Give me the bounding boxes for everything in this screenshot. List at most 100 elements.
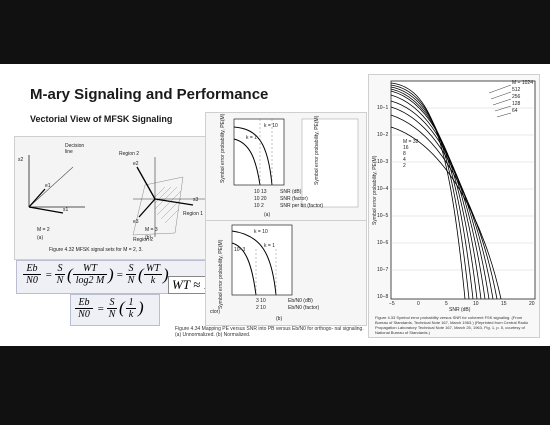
eq1-s-2: S bbox=[126, 263, 136, 275]
eq1-lhs-num: Eb bbox=[23, 263, 41, 275]
fsk-xtick-4: 15 bbox=[501, 301, 507, 307]
m3-region-outline bbox=[132, 176, 184, 236]
eq1-wt: WT bbox=[73, 263, 107, 275]
mid-top-row3-label: SNR per bit (factor) bbox=[280, 203, 324, 209]
formula-eb-n0-normalized: Eb N0 = S N ( 1 k ) bbox=[70, 294, 160, 326]
fsk-xtick-2: 5 bbox=[445, 301, 448, 307]
eq2-paren-close: ) bbox=[138, 298, 144, 317]
eq2-k: k bbox=[128, 309, 134, 320]
wt-approx-one: WT ≈ 1 bbox=[168, 276, 214, 294]
eq1-paren-close-2: ) bbox=[163, 265, 169, 284]
fsk-legend-lower-2: 8 bbox=[403, 151, 406, 157]
eq1-k: k bbox=[150, 275, 156, 286]
mid-top-row1-label: SNR (dB) bbox=[280, 189, 302, 195]
mid-top-row2-label: SNR (factor) bbox=[280, 196, 308, 202]
label-s3: s3 bbox=[193, 197, 199, 203]
top-plot-frame bbox=[233, 118, 285, 186]
eq2-paren-open: ( bbox=[119, 298, 125, 317]
top-curve-k10 bbox=[233, 126, 273, 186]
eq1-s: S bbox=[55, 263, 65, 275]
m2-vector-2 bbox=[28, 206, 64, 214]
fsk-legend-m-3: 128 bbox=[512, 101, 521, 107]
label-region1: Region 1 bbox=[183, 211, 204, 217]
bottom-curve-k10 bbox=[231, 230, 277, 296]
label-e1: e1 bbox=[45, 183, 51, 189]
label-s2: s2 bbox=[18, 157, 24, 163]
fsk-ytick-7: 10−8 bbox=[377, 294, 389, 300]
mid-bot-left-label: ctor) bbox=[210, 309, 220, 315]
fsk-xtick-3: 10 bbox=[473, 301, 479, 307]
label-m2: M = 2 bbox=[37, 227, 50, 233]
mid-bot-row2-label: Eb/N0 (factor) bbox=[288, 305, 320, 311]
fsk-ytick-5: 10−6 bbox=[377, 240, 389, 246]
fsk-curves bbox=[390, 82, 502, 300]
label-part-a: (a) bbox=[37, 235, 44, 241]
fsk-xtick-1: 0 bbox=[417, 301, 420, 307]
fsk-ytick-0: 10−1 bbox=[377, 105, 389, 111]
mid-bot-row1-label: Eb/N0 (dB) bbox=[288, 298, 313, 304]
eq2-equals: = bbox=[97, 303, 105, 315]
fsk-ytick-2: 10−3 bbox=[377, 159, 389, 165]
mapping-figure-normalized: Symbol error probability, PE(M) k = 10 k… bbox=[205, 220, 367, 326]
fsk-legend-m-2: 256 bbox=[512, 94, 521, 100]
m2-decision-line bbox=[28, 166, 74, 208]
m2-vector-1 bbox=[28, 188, 46, 208]
eq1-wt-2: WT bbox=[144, 263, 162, 275]
fsk-ytick-6: 10−7 bbox=[377, 267, 389, 273]
mid-bot-k1: k = 1 bbox=[264, 243, 275, 249]
eq2-lhs-den: N0 bbox=[78, 309, 90, 320]
eq1-equals-2: = bbox=[116, 269, 124, 281]
eq1-paren-close-1: ) bbox=[108, 265, 114, 284]
fsk-ytick-4: 10−5 bbox=[377, 213, 389, 219]
fsk-ytick-3: 10−4 bbox=[377, 186, 389, 192]
eq1-n: N bbox=[56, 275, 64, 286]
top-curve-k1 bbox=[233, 138, 261, 186]
label-region2-top: Region 2 bbox=[119, 151, 140, 157]
fsk-error-probability-figure: Symbol error probability, PE(M) SNR (dB)… bbox=[368, 74, 540, 338]
fsk-legend-m-1: 512 bbox=[512, 87, 521, 93]
label-region2-bottom: Region 2 bbox=[133, 237, 154, 243]
label-part-b: (b) bbox=[145, 235, 152, 241]
fsk-ytick-1: 10−2 bbox=[377, 132, 389, 138]
fsk-xtick-5: 20 bbox=[529, 301, 535, 307]
eq1-log: log2 M bbox=[75, 275, 105, 286]
eq2-lhs: Eb N0 bbox=[75, 297, 93, 320]
fsk-legend-leaders bbox=[488, 84, 512, 118]
label-m3: M = 3 bbox=[145, 227, 158, 233]
eq2-lhs-num: Eb bbox=[75, 297, 93, 309]
fsk-xtick-0: −5 bbox=[389, 301, 395, 307]
m3-vector-1 bbox=[136, 166, 156, 200]
mid-bot-part-b: (b) bbox=[276, 316, 283, 322]
mid-top-row2: 10 20 bbox=[254, 196, 267, 202]
eq2-one-k: 1 k bbox=[126, 297, 136, 320]
eq1-lhs: Eb N0 bbox=[23, 263, 41, 286]
slide-subtitle: Vectorial View of MFSK Signaling bbox=[30, 114, 173, 124]
mid-bot-row2: 2 10 bbox=[256, 305, 266, 311]
mid-top-row3: 10 2 bbox=[254, 203, 264, 209]
fsk-xlabel: SNR (dB) bbox=[449, 307, 471, 313]
mid-top-part-a: (a) bbox=[264, 212, 271, 218]
m3-region-hatch bbox=[154, 186, 182, 224]
eq2-sn: S N bbox=[107, 297, 117, 320]
eq2-s: S bbox=[107, 297, 117, 309]
label-e3: e3 bbox=[133, 219, 139, 225]
eq1-paren-open-2: ( bbox=[138, 265, 144, 284]
mfsk-signal-set-figure: Decision line Region 2 Region 1 Region 2… bbox=[14, 136, 216, 260]
slide-title: M-ary Signaling and Performance bbox=[30, 86, 269, 103]
mid-top-right-ylabel: Symbol error probability, PE(M) bbox=[314, 115, 320, 185]
mid-top-row1: 10 13 bbox=[254, 189, 267, 195]
eq1-sn: S N bbox=[55, 263, 65, 286]
top-right-panel bbox=[301, 118, 359, 208]
figure-4-33-caption: Figure 4.33 Symbol error probability ver… bbox=[375, 315, 529, 335]
mid-top-ylabel: Symbol error probability, PE(M) bbox=[220, 113, 226, 183]
eq1-equals-1: = bbox=[45, 269, 53, 281]
bottom-black-band bbox=[0, 346, 550, 425]
figure-4-32-caption: Figure 4.32 MFSK signal sets for M = 2, … bbox=[49, 247, 143, 253]
mapping-bottom-plot bbox=[231, 224, 293, 296]
slide: M-ary Signaling and Performance Vectoria… bbox=[0, 64, 550, 346]
m3-vector-3 bbox=[138, 198, 156, 218]
fsk-error-plot bbox=[390, 80, 536, 300]
mid-top-k10: k = 10 bbox=[264, 123, 278, 129]
eq1-lhs-den: N0 bbox=[26, 275, 38, 286]
label-s1: s1 bbox=[63, 207, 69, 213]
